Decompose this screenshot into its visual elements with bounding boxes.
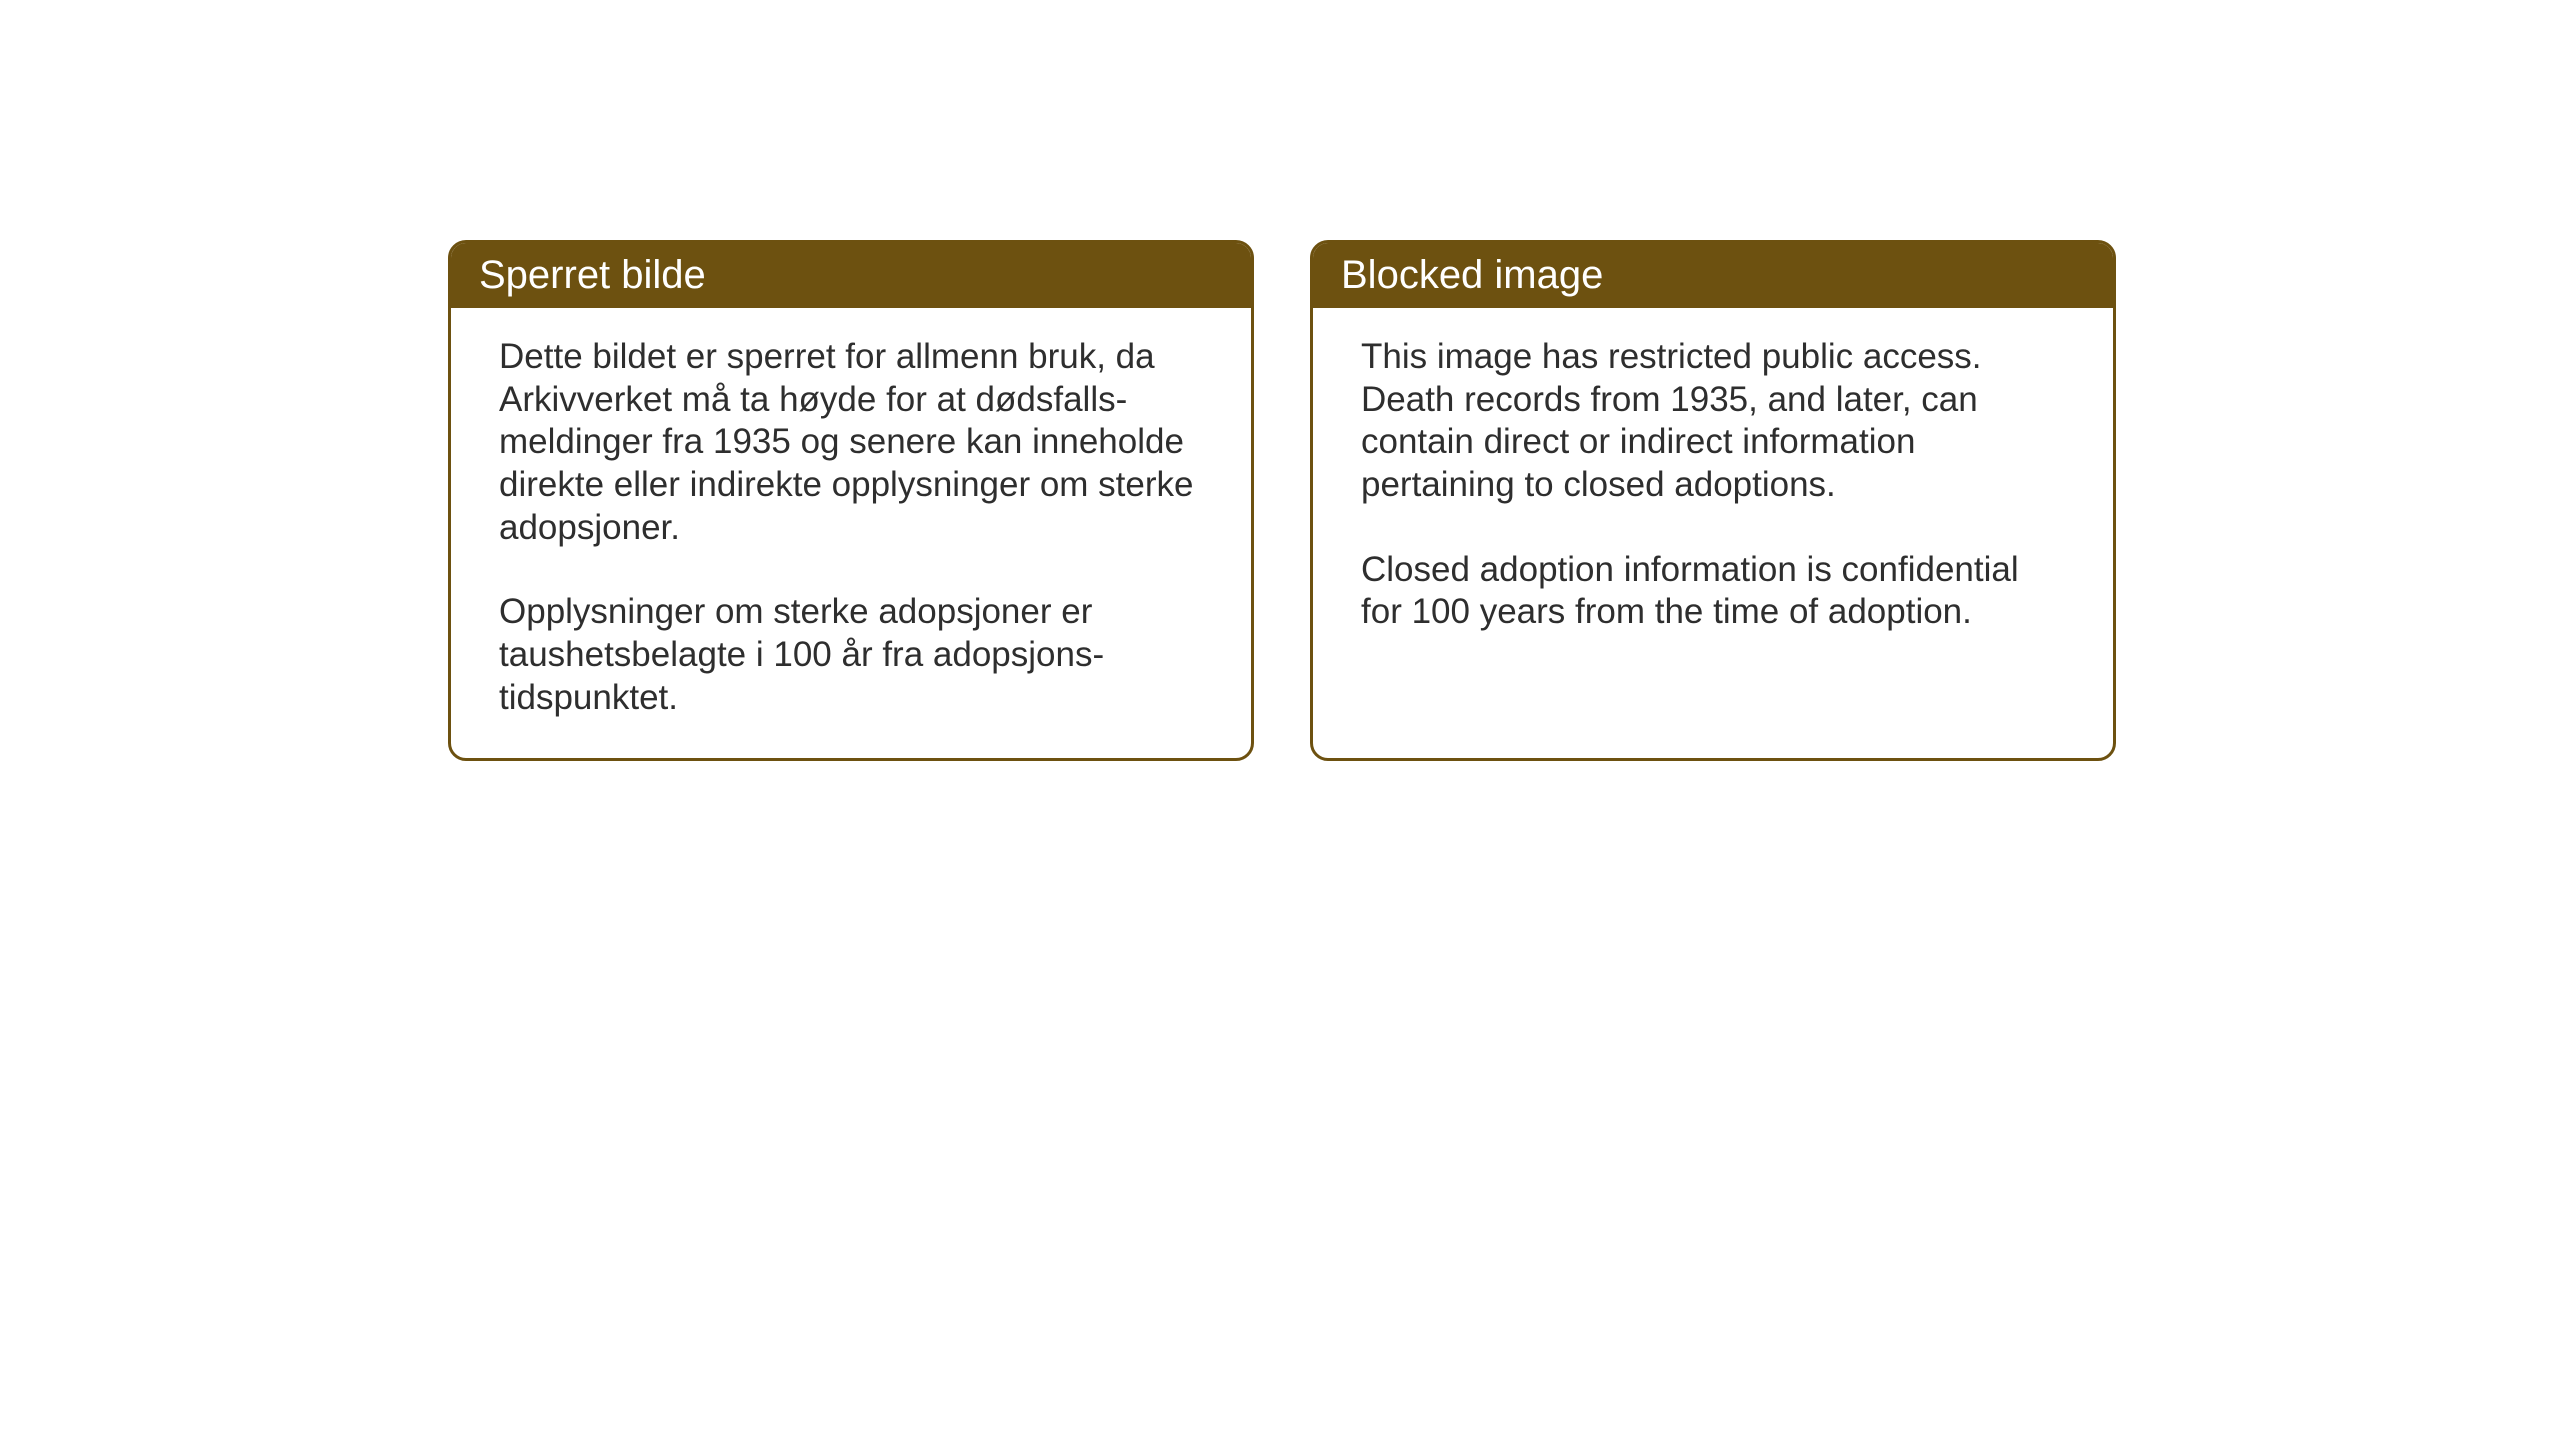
card-title-norwegian: Sperret bilde <box>479 253 706 297</box>
card-paragraph-norwegian-2: Opplysninger om sterke adopsjoner er tau… <box>499 591 1203 719</box>
card-header-english: Blocked image <box>1313 243 2113 308</box>
card-body-norwegian: Dette bildet er sperret for allmenn bruk… <box>451 308 1251 758</box>
notice-container: Sperret bilde Dette bildet er sperret fo… <box>448 240 2116 761</box>
card-paragraph-norwegian-1: Dette bildet er sperret for allmenn bruk… <box>499 336 1203 549</box>
card-header-norwegian: Sperret bilde <box>451 243 1251 308</box>
notice-card-english: Blocked image This image has restricted … <box>1310 240 2116 761</box>
notice-card-norwegian: Sperret bilde Dette bildet er sperret fo… <box>448 240 1254 761</box>
card-body-english: This image has restricted public access.… <box>1313 308 2113 758</box>
card-paragraph-english-1: This image has restricted public access.… <box>1361 336 2065 507</box>
card-paragraph-english-2: Closed adoption information is confident… <box>1361 549 2065 634</box>
card-title-english: Blocked image <box>1341 253 1603 297</box>
